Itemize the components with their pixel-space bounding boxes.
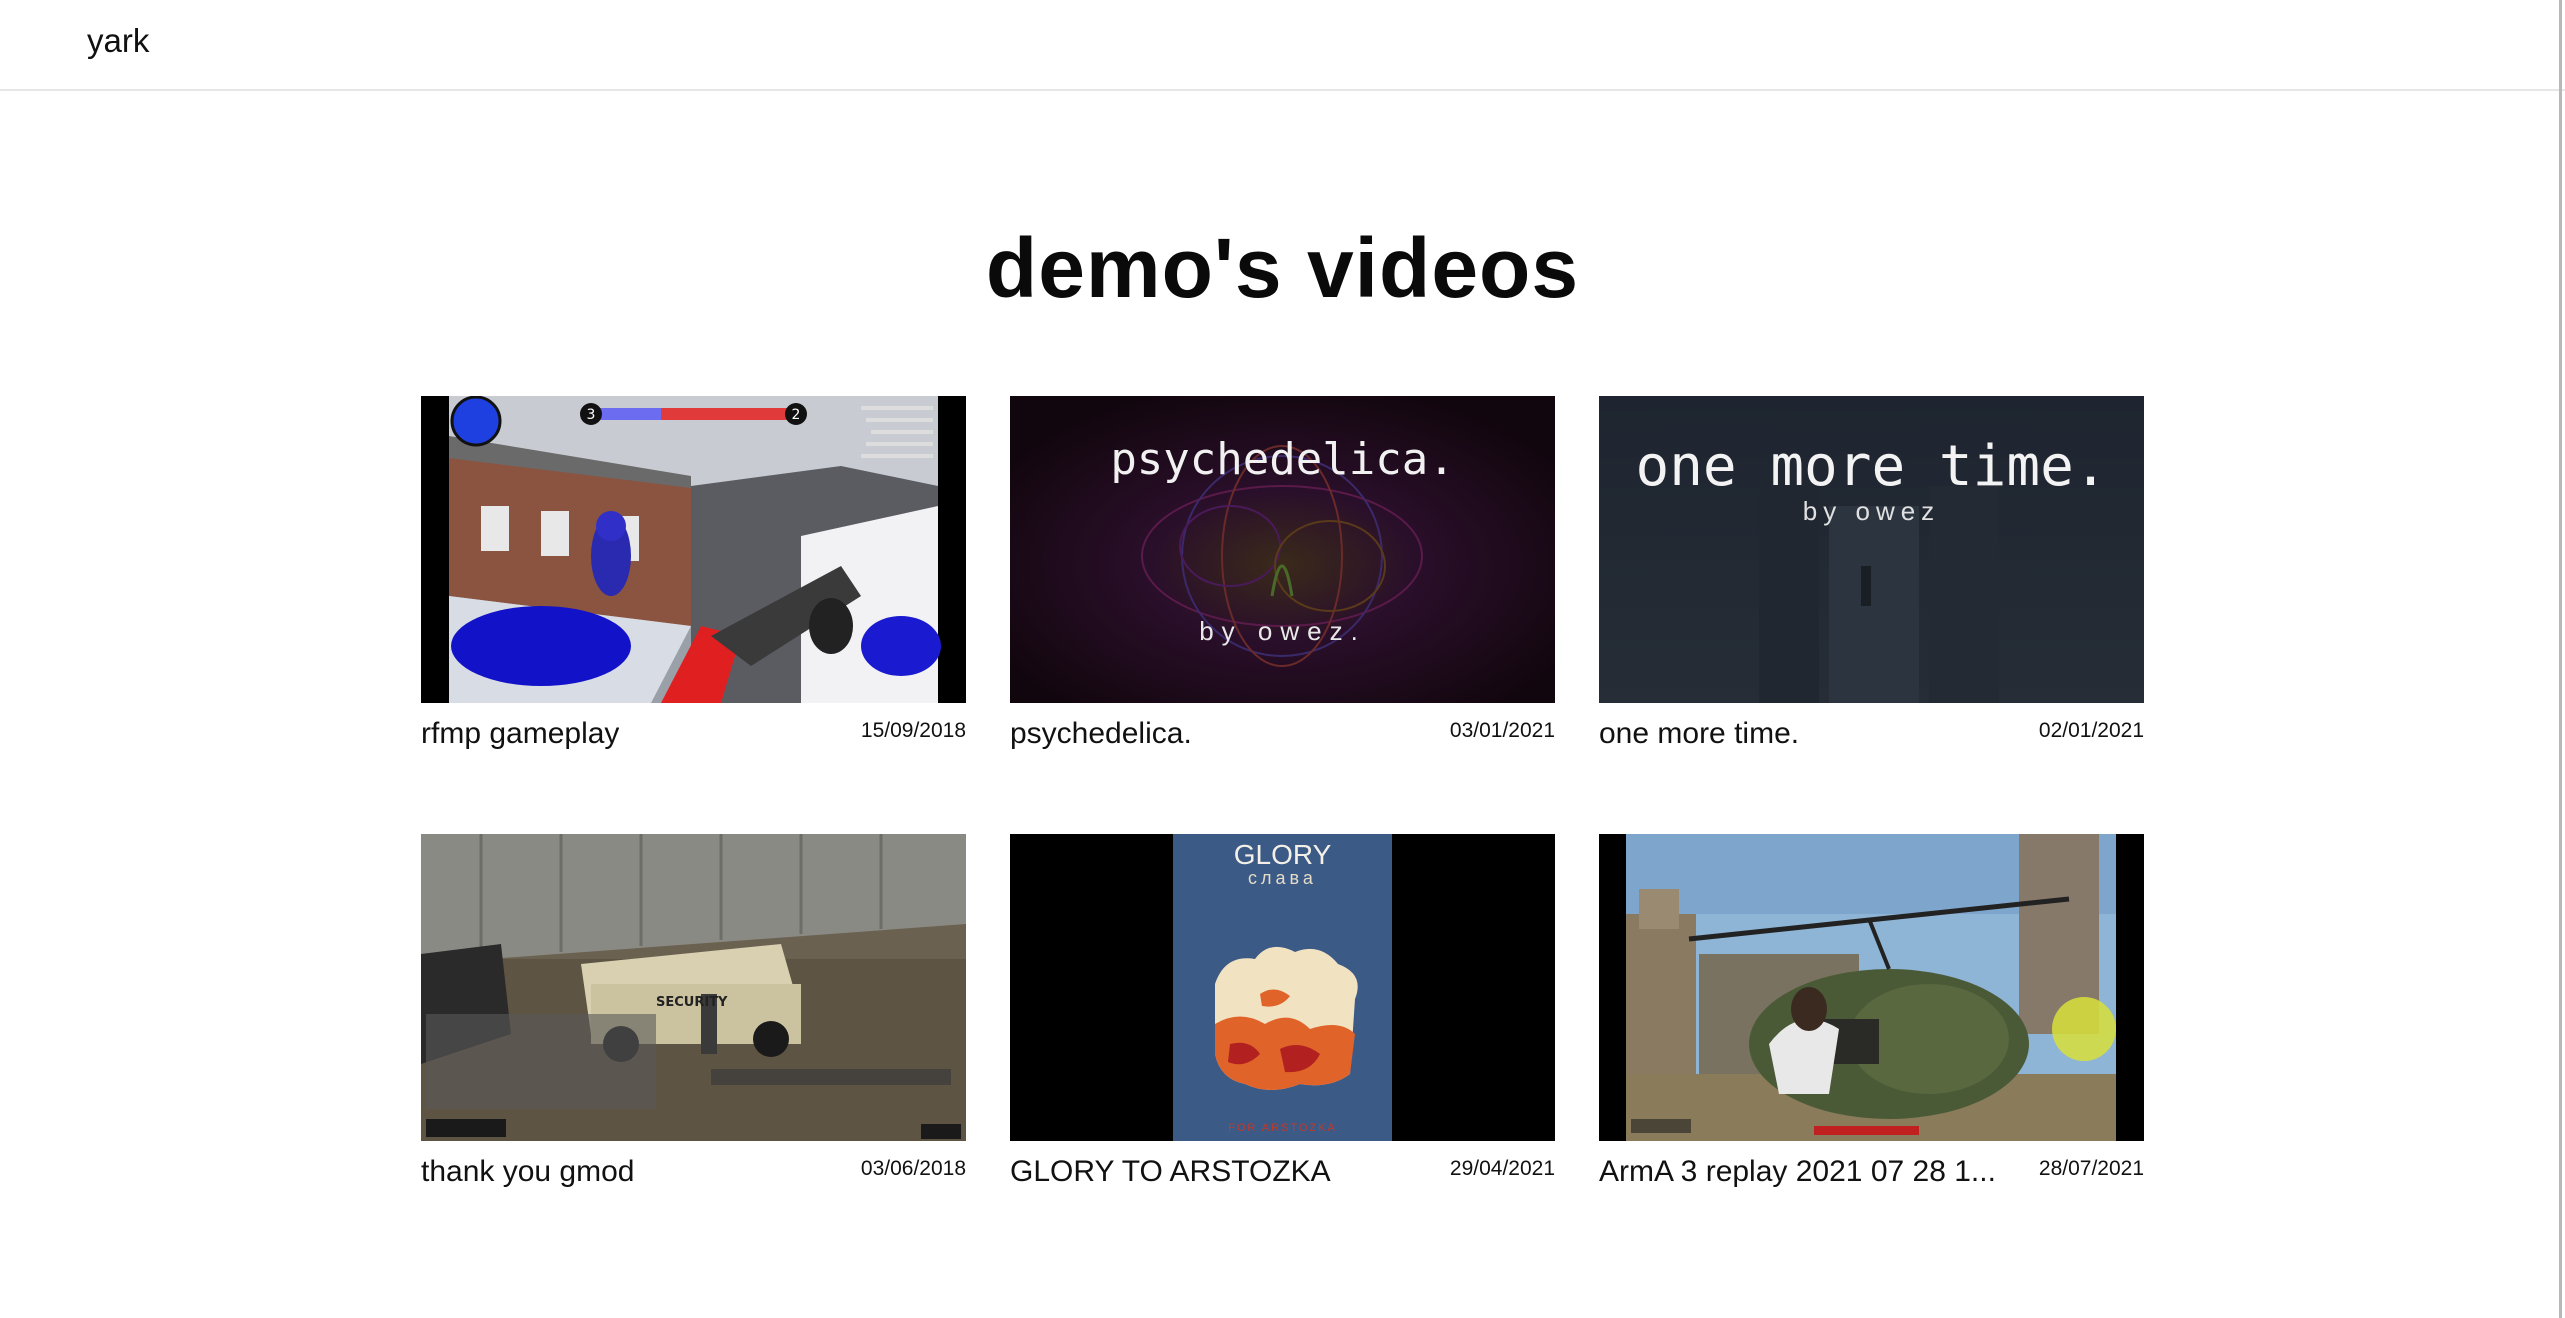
poster-title: GLORY	[1233, 839, 1332, 870]
video-card[interactable]: 3 2 rfmp gameplay 15/09/2018	[421, 396, 966, 757]
video-title[interactable]: rfmp gameplay	[421, 717, 620, 750]
poster-footer: FOR ARSTOZKA	[1228, 1122, 1337, 1134]
video-thumbnail[interactable]: psychedelica. by owez.	[1010, 396, 1555, 703]
brand-link[interactable]: yark	[87, 22, 150, 59]
video-thumbnail[interactable]: one more time. by owez	[1599, 396, 2144, 703]
video-card[interactable]: psychedelica. by owez. psychedelica. 03/…	[1010, 396, 1555, 757]
hud-score-left: 3	[587, 407, 596, 423]
video-grid: 3 2 rfmp gameplay 15/09/2018	[421, 396, 2144, 1195]
gmod-thumbnail-image: SECURITY	[421, 834, 966, 1141]
thumbnail-overlay-title: one more time.	[1635, 434, 2108, 499]
video-date: 15/09/2018	[860, 719, 966, 742]
window-edge-divider	[2559, 0, 2562, 1318]
video-date: 29/04/2021	[1449, 1157, 1555, 1180]
arma-thumbnail-image	[1599, 834, 2144, 1141]
video-title[interactable]: ArmA 3 replay 2021 07 28 1...	[1599, 1155, 1996, 1188]
video-thumbnail[interactable]: SECURITY	[421, 834, 966, 1141]
thumbnail-overlay-subtitle: by owez.	[1199, 616, 1366, 646]
video-thumbnail[interactable]: GLORY слава FOR ARSTOZKA	[1010, 834, 1555, 1141]
video-card[interactable]: ArmA 3 replay 2021 07 28 1... 28/07/2021	[1599, 834, 2144, 1195]
video-date: 03/01/2021	[1449, 719, 1555, 742]
video-date: 03/06/2018	[860, 1157, 966, 1180]
video-title[interactable]: GLORY TO ARSTOZKA	[1010, 1155, 1331, 1188]
video-card[interactable]: GLORY слава FOR ARSTOZKA GLORY TO ARSTOZ…	[1010, 834, 1555, 1195]
thumbnail-overlay-subtitle: by owez	[1802, 496, 1941, 526]
video-title[interactable]: one more time.	[1599, 717, 1800, 750]
page-title: demo's videos	[985, 221, 1580, 315]
video-date: 28/07/2021	[2038, 1157, 2144, 1180]
video-title[interactable]: thank you gmod	[421, 1155, 635, 1188]
video-card[interactable]: one more time. by owez one more time. 02…	[1599, 396, 2144, 757]
video-title[interactable]: psychedelica.	[1010, 717, 1192, 750]
top-nav-bar: yark	[0, 0, 2565, 91]
glory-poster-thumbnail-image	[1010, 834, 1555, 1141]
vehicle-decal-text: SECURITY	[656, 995, 728, 1010]
one-more-time-thumbnail-image	[1599, 396, 2144, 703]
poster-subtitle: слава	[1248, 868, 1317, 888]
video-date: 02/01/2021	[2038, 719, 2144, 742]
thumbnail-overlay-title: psychedelica.	[1110, 434, 1455, 485]
gameplay-thumbnail-image: 3 2	[421, 396, 966, 703]
video-thumbnail[interactable]: 3 2	[421, 396, 966, 703]
psychedelica-thumbnail-image	[1010, 396, 1555, 703]
video-card[interactable]: SECURITY thank you gmod 03/06/2018	[421, 834, 966, 1195]
video-thumbnail[interactable]	[1599, 834, 2144, 1141]
hud-score-right: 2	[792, 407, 801, 423]
